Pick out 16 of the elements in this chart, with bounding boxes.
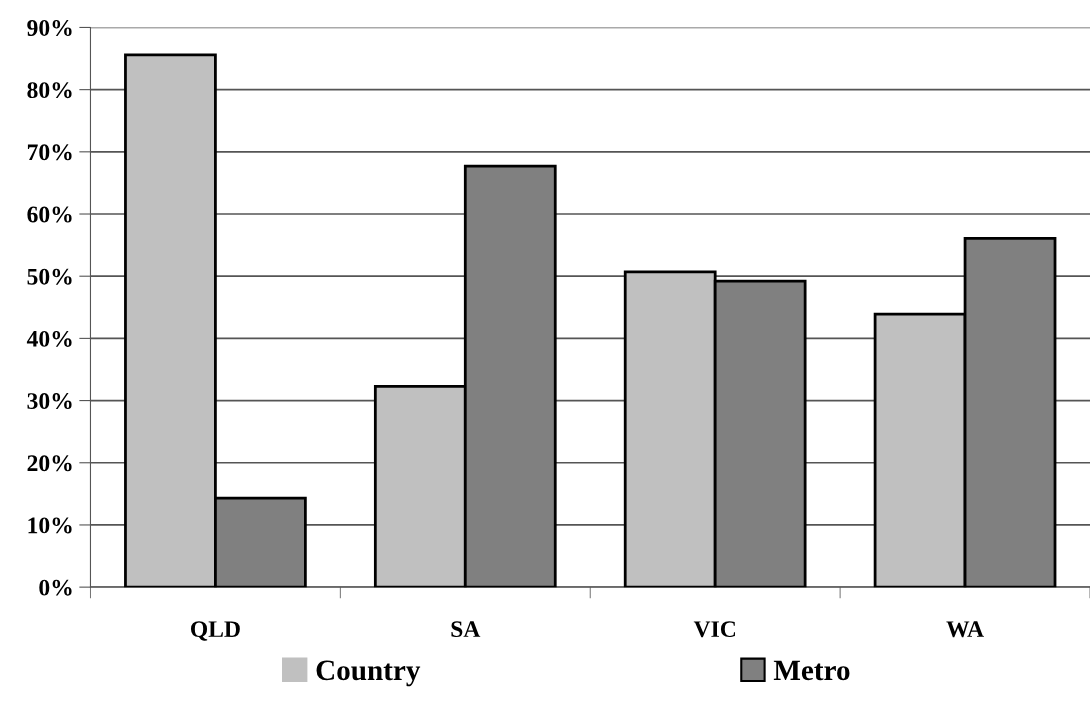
legend-label: Metro <box>773 660 850 681</box>
y-tick-label: 70% <box>27 144 72 161</box>
x-tick-label: SA <box>451 621 481 638</box>
y-tick-label: 30% <box>27 393 72 410</box>
y-tick-label: 10% <box>28 517 72 534</box>
y-tick-label: 50% <box>27 268 72 285</box>
y-tick-label: 40% <box>26 330 72 347</box>
y-tick-label: 90% <box>27 19 72 36</box>
y-tick-label: 80% <box>27 82 72 99</box>
y-tick-label: 60% <box>27 206 72 223</box>
legend-label: Country <box>316 660 421 687</box>
x-tick-label: QLD <box>190 621 240 641</box>
y-tick-label: 0% <box>39 579 72 596</box>
y-tick-label: 20% <box>27 455 72 472</box>
x-tick-label: VIC <box>693 621 736 638</box>
x-tick-label: WA <box>946 621 984 638</box>
